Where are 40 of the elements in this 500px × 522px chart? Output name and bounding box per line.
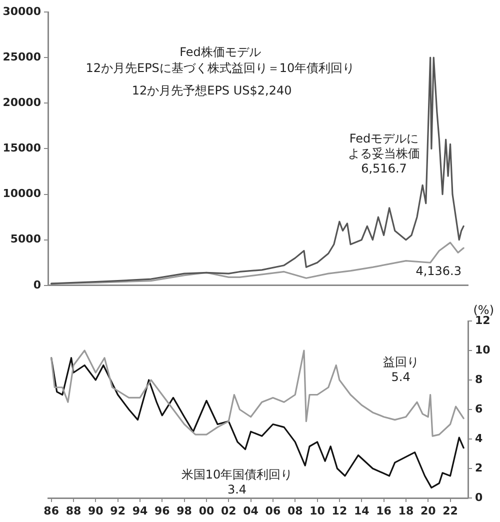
annotation: 4,136.3 — [416, 264, 462, 278]
x-tick-label: 12 — [332, 504, 348, 518]
annotation: 米国10年国債利回り 3.4 — [181, 468, 293, 497]
x-tick-label: 10 — [310, 504, 326, 518]
x-tick-label: 18 — [398, 504, 414, 518]
y2-axis-title: (%) — [473, 303, 494, 318]
annotation: 12か月先予想EPS US$2,240 — [132, 83, 292, 98]
x-tick-label: 92 — [110, 504, 126, 518]
y-tick-label: 25000 — [2, 50, 42, 64]
x-tick-label: 22 — [442, 504, 458, 518]
y-tick-label: 5000 — [10, 232, 42, 246]
x-tick-label: 14 — [354, 504, 370, 518]
x-tick-label: 96 — [154, 504, 170, 518]
text: 12か月先EPSに基づく株式益回り＝10年債利回り — [86, 61, 355, 76]
x-tick-label: 20 — [420, 504, 436, 518]
y2-tick-label: 8 — [475, 372, 483, 386]
annotation: 益回り 5.4 — [382, 355, 419, 384]
x-tick-label: 00 — [198, 504, 214, 518]
x-tick-label: 06 — [265, 504, 281, 518]
y2-tick-label: 0 — [475, 490, 483, 504]
x-tick-label: 94 — [132, 504, 148, 518]
text: Fed株価モデル — [180, 45, 261, 60]
y2-tick-label: 4 — [475, 432, 483, 445]
x-tick-label: 88 — [66, 504, 82, 518]
y-tick-label: 30000 — [2, 4, 42, 18]
y-tick-label: 15000 — [2, 142, 42, 155]
x-tick-label: 08 — [287, 504, 303, 518]
x-tick-label: 98 — [176, 504, 192, 518]
y-tick-label: 10000 — [2, 187, 42, 200]
y2-tick-label: 6 — [475, 402, 483, 416]
y-tick-label: 20000 — [2, 96, 42, 109]
x-tick-label: 04 — [243, 504, 259, 518]
annotation: Fedモデルによる妥当株価 6,516.7 — [348, 131, 420, 176]
x-tick-label: 86 — [44, 504, 60, 518]
x-tick-label: 02 — [220, 504, 236, 518]
x-tick-label: 90 — [88, 504, 104, 518]
y2-tick-label: 10 — [475, 343, 491, 356]
y2-tick-label: 2 — [475, 461, 483, 474]
y-tick-label: 0 — [33, 278, 42, 292]
x-tick-label: 16 — [376, 504, 392, 518]
